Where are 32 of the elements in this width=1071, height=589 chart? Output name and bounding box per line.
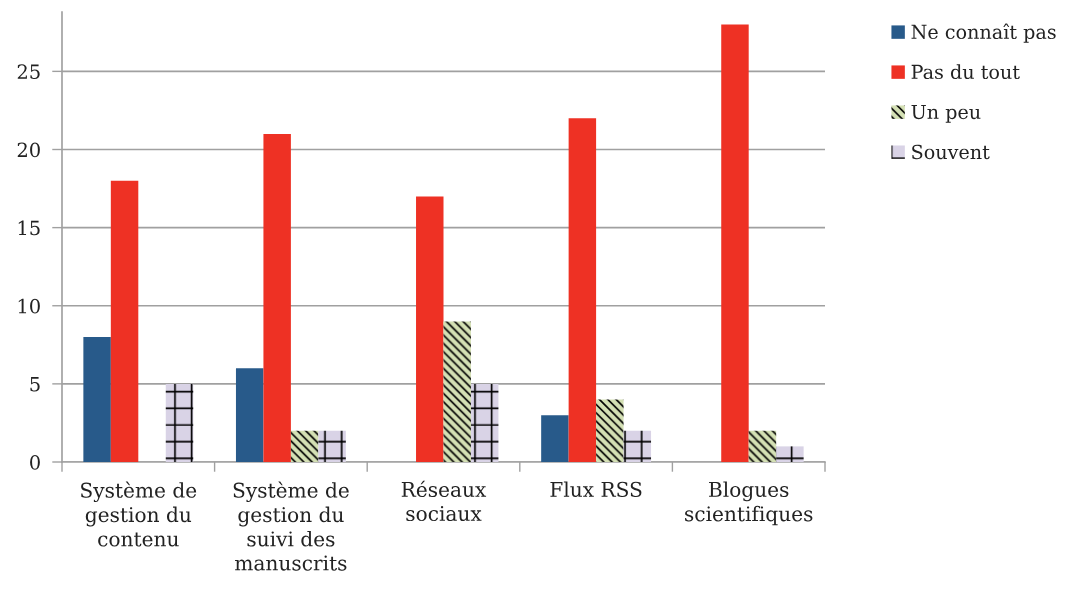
- bar: [110, 180, 139, 462]
- bar: [776, 446, 804, 462]
- x-tick-label: Flux RSS: [550, 481, 642, 498]
- bar: [541, 415, 569, 462]
- bar: [623, 430, 652, 462]
- bar: [596, 399, 624, 462]
- bar: [748, 430, 777, 462]
- x-tick-label: Système de gestion du suivi des manuscrits: [233, 481, 349, 571]
- bar: [165, 383, 194, 462]
- y-tick-label: 25: [17, 64, 40, 80]
- legend-label: Souvent: [912, 144, 990, 160]
- bar: [416, 196, 444, 462]
- bar: [290, 430, 319, 462]
- bar: [235, 368, 264, 462]
- y-tick-label: 20: [17, 142, 40, 158]
- y-tick-label: 15: [18, 220, 40, 236]
- bar: [263, 133, 291, 462]
- y-tick-label: 5: [30, 377, 40, 392]
- x-tick-label: Système de gestion du contenu: [81, 481, 197, 547]
- legend-label: Un peu: [911, 104, 981, 123]
- legend-label: Ne connaît pas: [911, 23, 1056, 43]
- legend-label: Pas du tout: [911, 64, 1020, 80]
- bar: [83, 337, 111, 462]
- y-tick-label: 0: [30, 454, 40, 470]
- bar: [470, 383, 499, 462]
- bar: [443, 321, 471, 462]
- y-tick-label: 10: [18, 298, 40, 314]
- bar: [721, 24, 749, 462]
- x-tick-label: Réseaux sociaux: [401, 480, 487, 522]
- x-tick-label: Blogues scientifiques: [685, 481, 813, 526]
- bar: [568, 118, 597, 462]
- bar: [318, 430, 346, 462]
